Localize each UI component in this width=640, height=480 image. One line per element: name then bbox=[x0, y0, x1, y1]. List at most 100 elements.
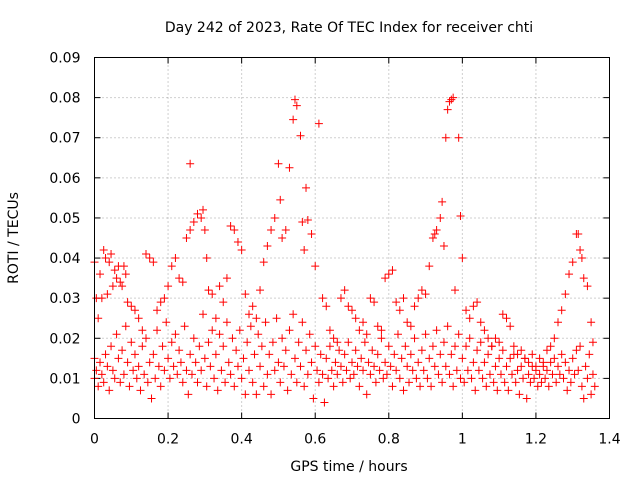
data-point bbox=[542, 366, 551, 375]
data-point bbox=[421, 330, 430, 339]
data-point bbox=[588, 338, 597, 347]
data-point bbox=[565, 270, 574, 279]
data-point bbox=[151, 374, 160, 383]
data-point bbox=[403, 318, 412, 327]
data-point bbox=[281, 225, 290, 234]
data-point bbox=[123, 298, 132, 307]
data-point bbox=[487, 342, 496, 351]
data-point bbox=[493, 386, 502, 395]
data-point bbox=[524, 370, 533, 379]
data-point bbox=[145, 254, 154, 263]
data-point bbox=[217, 366, 226, 375]
data-point bbox=[509, 350, 518, 359]
data-point bbox=[403, 362, 412, 371]
data-point bbox=[587, 390, 596, 399]
data-point bbox=[103, 362, 112, 371]
data-point bbox=[557, 306, 566, 315]
data-point bbox=[285, 163, 294, 172]
data-point bbox=[276, 195, 285, 204]
data-point bbox=[154, 362, 163, 371]
data-point bbox=[246, 322, 255, 331]
data-point bbox=[219, 342, 228, 351]
data-point bbox=[480, 326, 489, 335]
data-point bbox=[568, 354, 577, 363]
data-point bbox=[577, 254, 586, 263]
data-point bbox=[142, 250, 150, 259]
data-point bbox=[572, 346, 581, 355]
data-point bbox=[119, 370, 128, 379]
data-point bbox=[588, 370, 597, 379]
data-point bbox=[399, 386, 408, 395]
data-point bbox=[171, 330, 180, 339]
data-point bbox=[498, 310, 507, 319]
data-point bbox=[366, 370, 375, 379]
data-point bbox=[296, 362, 305, 371]
data-point bbox=[327, 366, 336, 375]
data-point bbox=[121, 270, 130, 279]
data-point bbox=[116, 278, 125, 287]
data-point bbox=[373, 322, 382, 331]
data-point bbox=[305, 330, 314, 339]
data-point bbox=[502, 362, 511, 371]
data-point bbox=[473, 298, 482, 307]
data-point bbox=[359, 318, 368, 327]
data-point bbox=[427, 382, 436, 391]
data-point bbox=[259, 382, 268, 391]
data-point bbox=[298, 318, 307, 327]
data-point bbox=[399, 294, 408, 303]
data-point bbox=[439, 242, 448, 251]
data-point bbox=[557, 350, 566, 359]
data-point bbox=[454, 133, 463, 142]
data-point bbox=[156, 382, 165, 391]
data-point bbox=[419, 366, 428, 375]
data-point bbox=[563, 386, 572, 395]
data-point bbox=[533, 382, 542, 391]
data-point bbox=[252, 390, 261, 399]
data-point bbox=[456, 374, 465, 383]
data-point bbox=[318, 370, 327, 379]
data-point bbox=[371, 378, 380, 387]
data-point bbox=[368, 346, 377, 355]
data-point bbox=[215, 282, 224, 291]
data-point bbox=[329, 334, 338, 343]
data-point bbox=[97, 294, 106, 303]
data-point bbox=[290, 354, 299, 363]
data-point bbox=[279, 362, 288, 371]
data-point bbox=[265, 350, 274, 359]
data-point bbox=[498, 346, 507, 355]
data-point bbox=[428, 234, 437, 242]
data-point bbox=[322, 354, 331, 363]
data-point bbox=[590, 382, 599, 391]
data-point bbox=[241, 290, 250, 299]
data-point bbox=[307, 229, 316, 238]
data-point bbox=[579, 274, 588, 283]
data-point bbox=[237, 374, 246, 383]
data-point bbox=[515, 390, 524, 399]
data-point bbox=[414, 294, 423, 303]
data-point bbox=[142, 334, 150, 343]
data-point bbox=[204, 286, 213, 295]
data-point bbox=[454, 330, 463, 339]
data-point bbox=[210, 374, 219, 383]
x-tick-label: 1 bbox=[458, 432, 467, 448]
data-point bbox=[283, 386, 292, 395]
data-point bbox=[187, 370, 196, 379]
data-point bbox=[224, 358, 233, 367]
data-point bbox=[186, 159, 195, 168]
data-point bbox=[123, 358, 132, 367]
data-point bbox=[261, 318, 270, 327]
data-point bbox=[167, 338, 176, 347]
data-point bbox=[392, 298, 401, 307]
data-point bbox=[542, 346, 551, 355]
data-point bbox=[191, 358, 200, 367]
data-point bbox=[232, 346, 241, 355]
data-point bbox=[344, 302, 353, 311]
data-point bbox=[167, 262, 176, 271]
data-point bbox=[443, 105, 452, 114]
data-point bbox=[381, 358, 390, 367]
data-point bbox=[199, 310, 208, 319]
data-point bbox=[550, 334, 559, 343]
data-point bbox=[250, 350, 259, 359]
data-point bbox=[208, 290, 217, 299]
